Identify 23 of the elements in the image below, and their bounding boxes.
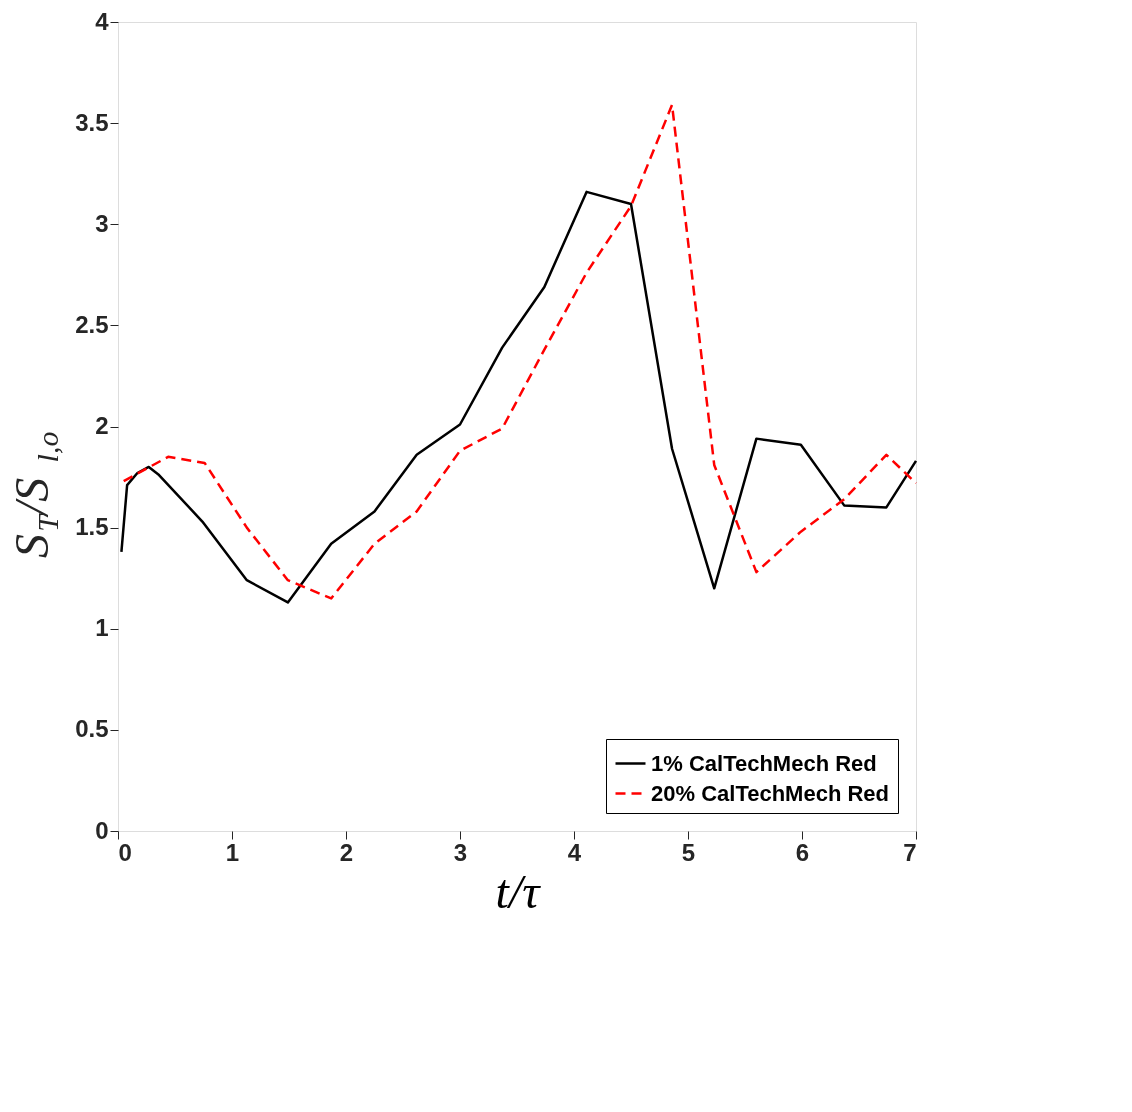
y-axis-title: ST/Sl,o: [5, 431, 64, 559]
y-tick-label: 4: [95, 7, 110, 35]
y-tick-label: 0: [95, 816, 109, 844]
x-tick-label: 2: [339, 838, 354, 866]
x-tick-label: 3: [453, 838, 468, 866]
y-tick-label: 3.5: [75, 108, 109, 136]
legend-label: 1% CalTechMech Red: [651, 750, 877, 776]
x-axis-title: t/τ: [495, 864, 542, 918]
y-tick-label: 0.5: [75, 715, 109, 743]
x-tick-label: 6: [795, 838, 810, 866]
x-tick-label: 0: [118, 838, 132, 866]
y-tick-label: 2.5: [75, 310, 109, 338]
x-tick-label: 1: [225, 838, 240, 866]
y-tick-label: 3: [95, 209, 109, 237]
legend-label: 20% CalTechMech Red: [651, 780, 890, 806]
y-tick-label: 1.5: [75, 513, 109, 541]
x-tick-label: 5: [681, 838, 696, 866]
line-series: [122, 103, 918, 600]
line-series: [120, 190, 918, 604]
y-tick-label: 1: [95, 614, 109, 642]
y-tick-label: 2: [95, 412, 109, 439]
x-tick-label: 7: [903, 838, 917, 866]
x-tick-label: 4: [567, 838, 582, 866]
